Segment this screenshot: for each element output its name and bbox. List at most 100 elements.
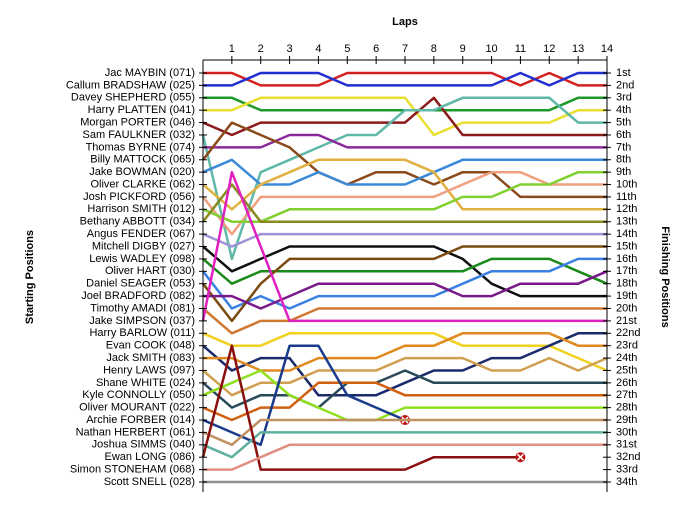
legend-label: Sam FAULKNER (032)	[83, 129, 195, 141]
legend-label: Harrison SMITH (012)	[87, 203, 195, 215]
y2-tick-label: 29th	[616, 414, 637, 426]
x-tick-label: 11	[515, 43, 526, 55]
y2-tick-label: 2nd	[616, 79, 634, 91]
legend-label: Oliver CLARKE (062)	[90, 178, 195, 190]
y2-tick-label: 14th	[616, 228, 637, 240]
line	[202, 344, 406, 447]
y2-tick-label: 7th	[616, 141, 631, 153]
y2-tick-label: 26th	[616, 377, 637, 389]
line	[203, 71, 607, 87]
legend-label: Harry BARLOW (011)	[89, 327, 195, 339]
x-tick-label: 5	[344, 43, 350, 55]
line	[202, 158, 607, 211]
line	[202, 307, 607, 335]
legend-label: Jac MAYBIN (071)	[105, 67, 195, 79]
y2-tick-label: 17th	[616, 265, 637, 277]
x-tick-label: 9	[460, 43, 466, 55]
line	[203, 71, 607, 87]
y2-tick-label: 32nd	[616, 451, 640, 463]
legend-label: Joel BRADFORD (082)	[81, 290, 195, 302]
legend-label: Bethany ABBOTT (034)	[80, 216, 195, 228]
legend-label: Lewis WADLEY (098)	[89, 253, 195, 265]
legend-label: Joshua SIMMS (040)	[92, 439, 195, 451]
y2-tick-label: 25th	[616, 364, 637, 376]
y2-tick-label: 5th	[616, 116, 631, 128]
retired-marker	[515, 452, 526, 463]
y2-tick-label: 16th	[616, 253, 637, 265]
line	[203, 443, 607, 471]
line	[202, 183, 607, 223]
legend-label: Callum BRADSHAW (025)	[66, 79, 195, 91]
x-tick-label: 7	[402, 43, 408, 55]
line	[202, 245, 607, 323]
retired-marker-cross	[516, 453, 524, 461]
y2-tick-label: 22nd	[616, 327, 640, 339]
y2-tick-label: 9th	[616, 166, 631, 178]
legend-label: Evan COOK (048)	[106, 340, 195, 352]
y2-tick-label: 30th	[616, 426, 637, 438]
line	[201, 344, 521, 471]
legend-label: Thomas BYRNE (074)	[86, 141, 195, 153]
line	[202, 431, 607, 459]
y2-tick-label: 33rd	[616, 464, 638, 476]
x-tick-label: 6	[373, 43, 379, 55]
y2-tick-label: 19th	[616, 290, 637, 302]
y2-tick-label: 8th	[616, 154, 631, 166]
y2-tick-label: 24th	[616, 352, 637, 364]
legend-label: Davey SHEPHERD (055)	[71, 92, 195, 104]
legend-label: Scott SNELL (028)	[104, 476, 195, 488]
legend-label: Jack SMITH (083)	[106, 352, 195, 364]
y2-tick-label: 10th	[616, 178, 637, 190]
line	[202, 121, 607, 199]
legend-label: Oliver MOURANT (022)	[79, 402, 195, 414]
x-tick-label: 14	[601, 43, 613, 55]
line	[201, 96, 607, 261]
line	[203, 270, 608, 310]
legend-label: Shane WHITE (024)	[96, 377, 195, 389]
line	[202, 245, 607, 298]
y2-tick-label: 28th	[616, 402, 637, 414]
legend-label: Harry PLATTEN (041)	[88, 104, 195, 116]
line	[202, 356, 608, 397]
y2-tick-label: 11th	[616, 191, 637, 203]
legend-label: Oliver HART (030)	[105, 265, 195, 277]
y2-tick-label: 34th	[616, 476, 637, 488]
legend-label: Timothy AMADI (081)	[90, 302, 195, 314]
y2-tick-label: 23rd	[616, 340, 638, 352]
chart-title: Laps	[392, 16, 418, 28]
legend-label: Simon STONEHAM (068)	[70, 464, 195, 476]
x-tick-label: 3	[287, 43, 293, 55]
line	[203, 96, 607, 137]
legend-label: Mitchell DIGBY (027)	[92, 240, 195, 252]
x-tick-label: 8	[431, 43, 437, 55]
line	[202, 418, 607, 447]
line	[202, 369, 607, 409]
line	[202, 257, 607, 310]
y2-tick-label: 15th	[616, 240, 637, 252]
y2-tick-label: 21st	[616, 315, 637, 327]
legend-label: Kyle CONNOLLY (050)	[82, 389, 195, 401]
legend-label: Nathan HERBERT (061)	[76, 426, 195, 438]
y2-tick-label: 27th	[616, 389, 637, 401]
x-tick-label: 4	[315, 43, 321, 55]
legend-label: Ewan LONG (086)	[105, 451, 195, 463]
y2-tick-label: 31st	[616, 439, 637, 451]
line	[202, 170, 607, 223]
line	[202, 232, 607, 248]
legend-label: Morgan PORTER (046)	[80, 116, 195, 128]
y2-tick-label: 6th	[616, 129, 631, 141]
legend-label: Angus FENDER (067)	[87, 228, 195, 240]
line	[202, 170, 607, 236]
x-tick-label: 2	[258, 43, 264, 55]
y2-tick-label: 13th	[616, 216, 637, 228]
legend-label: Henry LAWS (097)	[103, 364, 195, 376]
x-tick-label: 1	[229, 43, 235, 55]
y2-tick-label: 20th	[616, 302, 637, 314]
line	[202, 369, 607, 422]
line	[203, 332, 607, 372]
x-tick-label: 10	[485, 43, 497, 55]
lines	[201, 71, 608, 484]
legend-label: Josh PICKFORD (056)	[83, 191, 195, 203]
y2-tick-label: 3rd	[616, 92, 632, 104]
